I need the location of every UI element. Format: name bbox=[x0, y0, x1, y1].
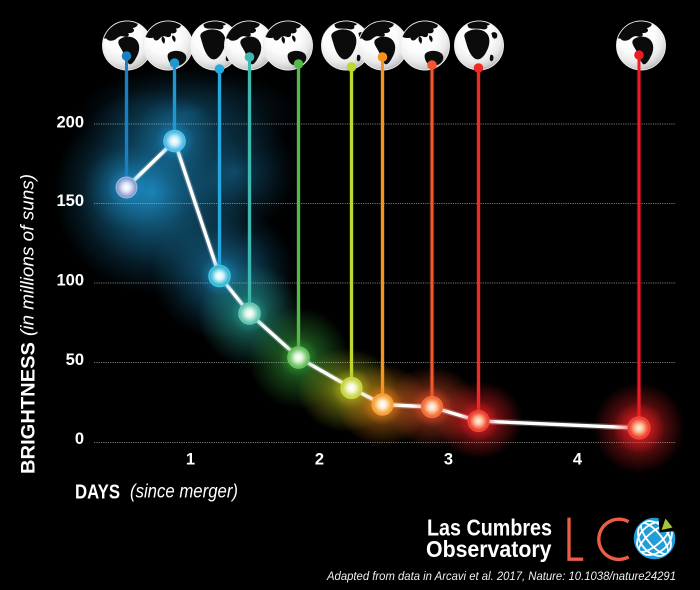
svg-text:Observatory: Observatory bbox=[426, 536, 552, 562]
svg-text:3: 3 bbox=[444, 451, 453, 469]
svg-text:200: 200 bbox=[56, 114, 84, 132]
svg-text:(since merger): (since merger) bbox=[130, 482, 238, 503]
svg-text:0: 0 bbox=[75, 430, 84, 448]
svg-text:Adapted from data in Arcavi et: Adapted from data in Arcavi et al. 2017,… bbox=[326, 571, 676, 583]
svg-text:Las Cumbres: Las Cumbres bbox=[427, 515, 552, 541]
svg-text:50: 50 bbox=[66, 351, 84, 369]
svg-text:BRIGHTNESS: BRIGHTNESS bbox=[19, 342, 40, 474]
svg-text:DAYS: DAYS bbox=[75, 480, 120, 503]
svg-text:150: 150 bbox=[56, 192, 84, 210]
svg-text:2: 2 bbox=[315, 451, 324, 469]
svg-text:100: 100 bbox=[56, 272, 84, 290]
svg-text:4: 4 bbox=[573, 451, 583, 469]
svg-text:(in millions of suns): (in millions of suns) bbox=[18, 174, 38, 336]
svg-text:1: 1 bbox=[186, 451, 195, 469]
